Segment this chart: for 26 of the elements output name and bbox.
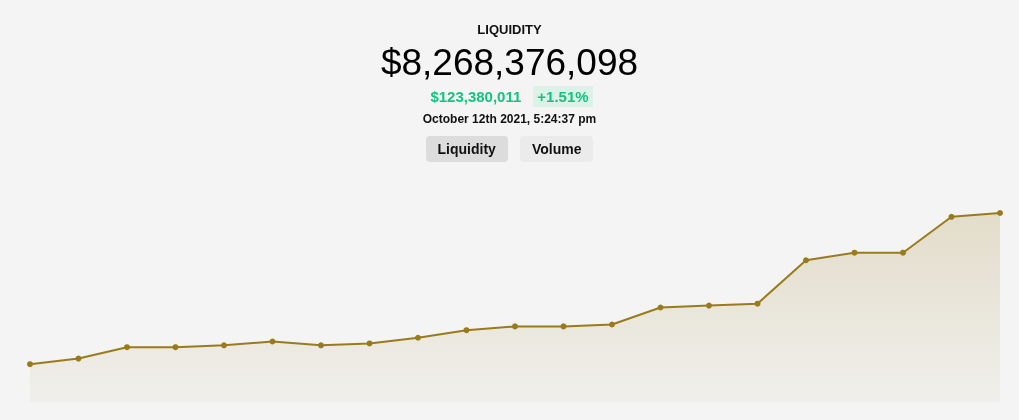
toggle-button[interactable]: Volume [519, 136, 594, 162]
point [172, 344, 179, 351]
point [512, 323, 518, 330]
point [75, 355, 82, 362]
point [609, 321, 615, 328]
text: October 12th 2021, 5:24:37 pm [421, 112, 598, 126]
chart-title: LIQUIDITY [476, 22, 543, 37]
text: +1.51% [533, 86, 593, 107]
point [948, 213, 955, 220]
point [366, 340, 373, 347]
point [754, 300, 761, 307]
text: $123,380,011 [429, 87, 523, 107]
point [706, 302, 712, 309]
point [269, 338, 276, 345]
point [900, 249, 906, 256]
point [27, 361, 33, 368]
point [657, 304, 664, 311]
point [803, 257, 809, 264]
point [463, 327, 470, 334]
point [997, 210, 1003, 216]
point [124, 344, 130, 351]
toggle-button[interactable]: Liquidity [425, 136, 508, 162]
point [318, 342, 324, 349]
point [415, 334, 421, 341]
point [221, 342, 227, 349]
chart-subtitle: $8,268,376,098 [379, 42, 640, 84]
